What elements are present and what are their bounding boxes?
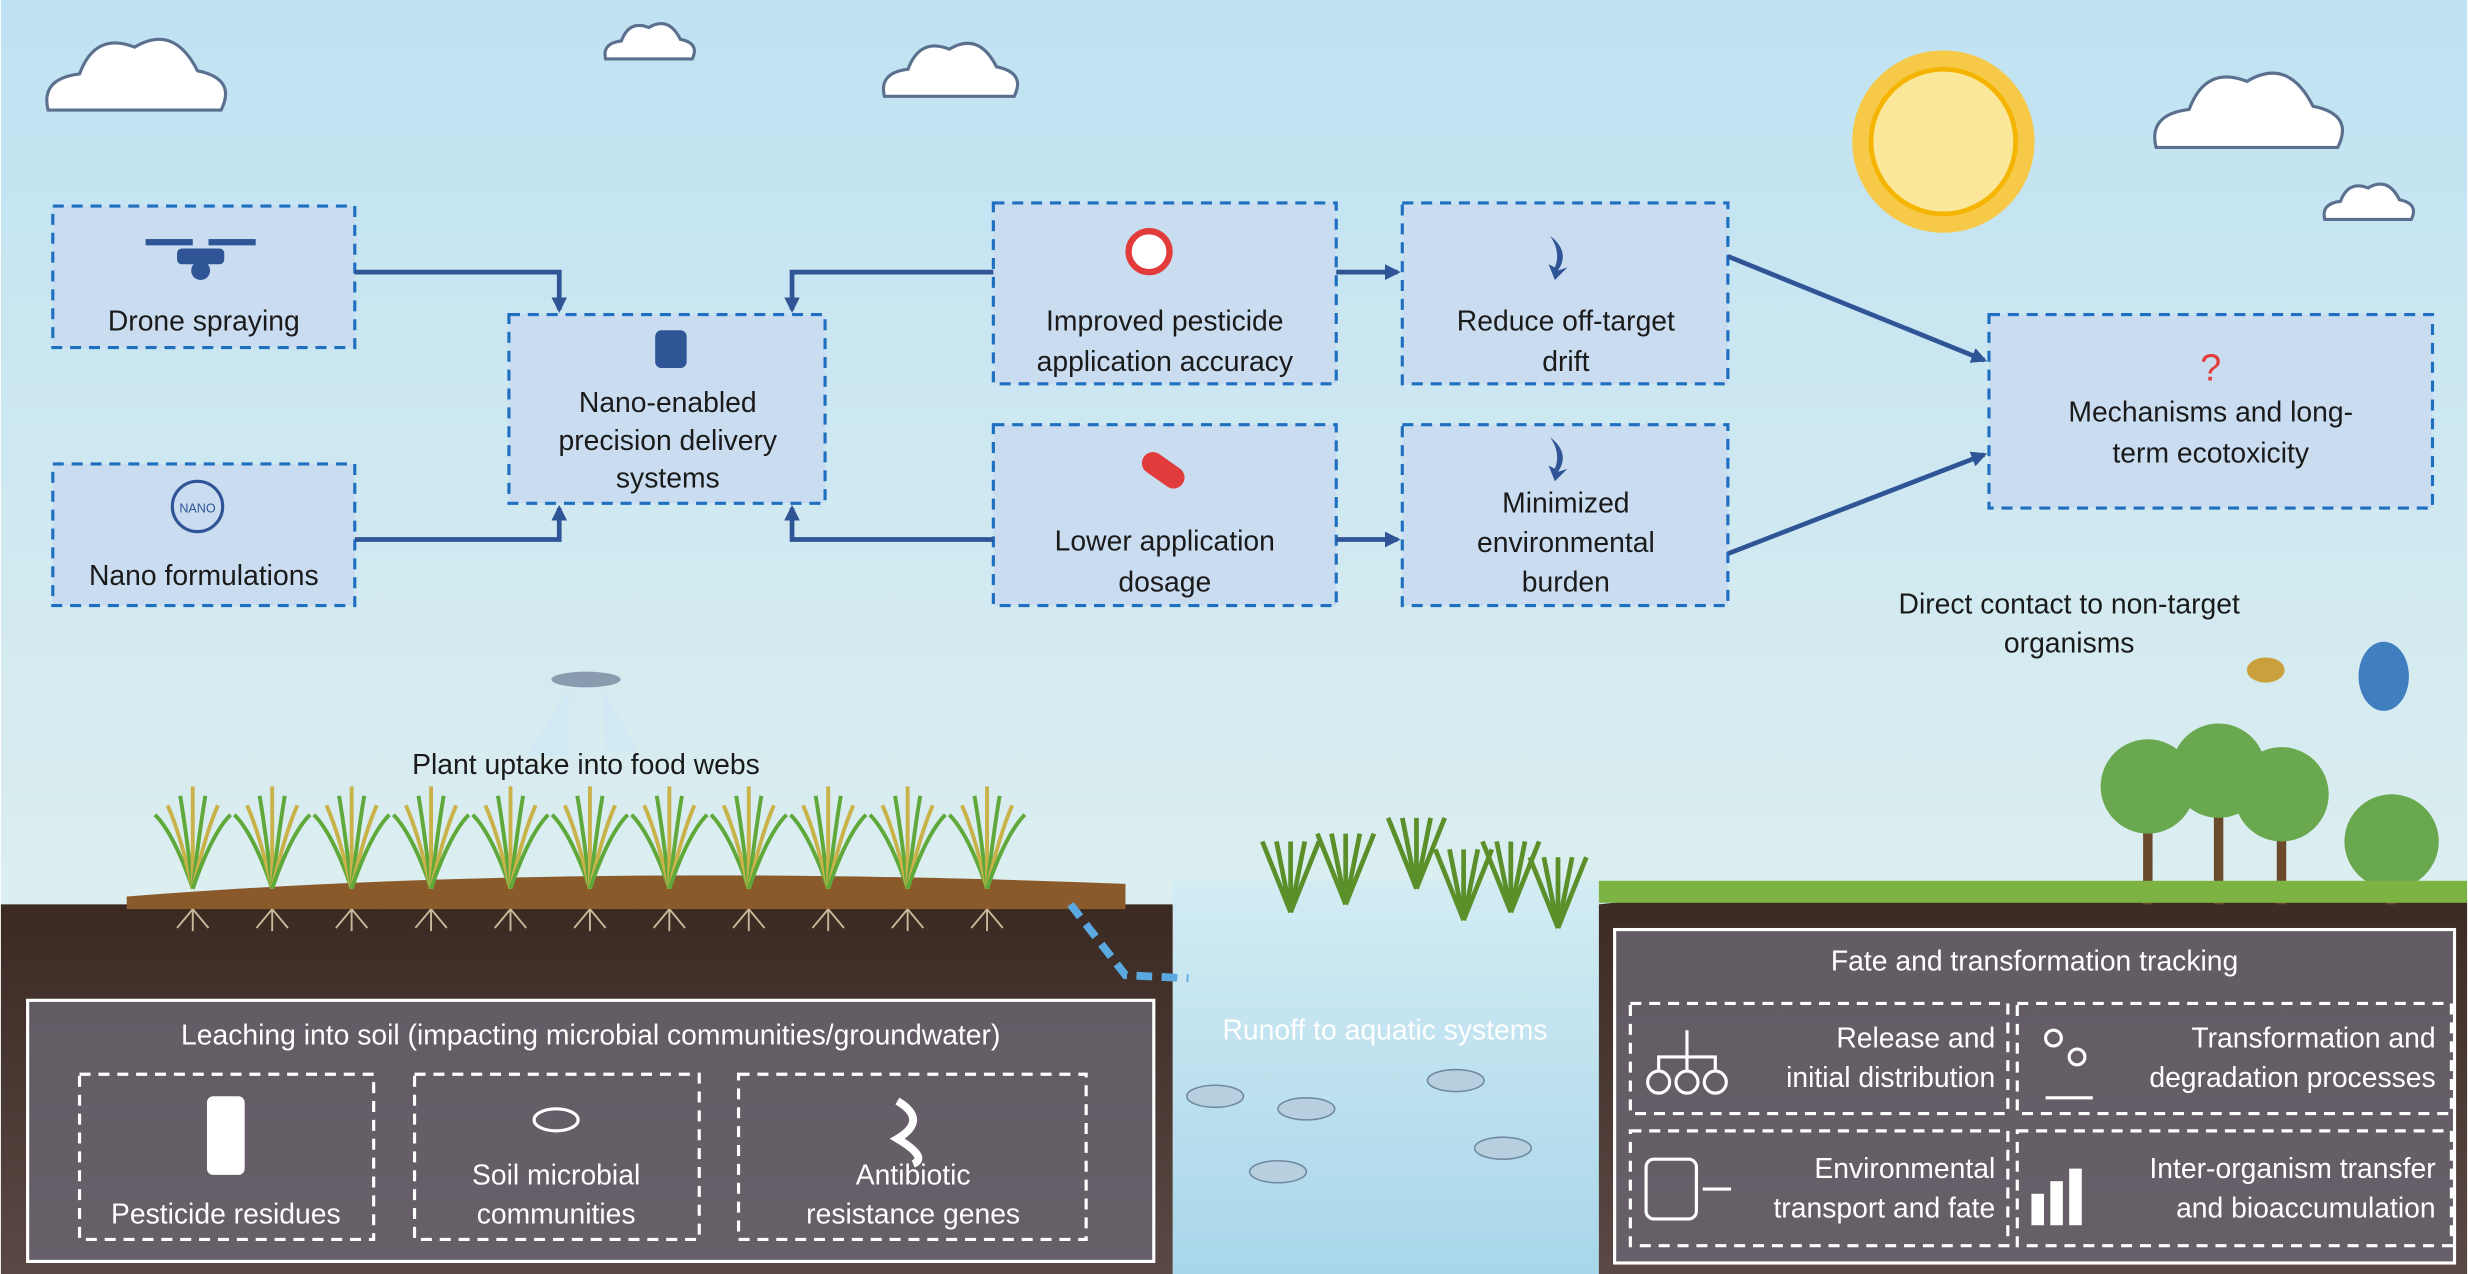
bee [2247,657,2285,682]
node-label: Nano formulations [89,559,319,591]
line: and bioaccumulation [2176,1191,2436,1223]
diagram: Drone spraying NANO Nano formulations Na… [0,0,2468,1274]
line: Direct contact to non-target [1899,587,2240,619]
line: Minimized [1502,487,1629,519]
node-label: Drone spraying [108,304,300,336]
panel-title: Fate and transformation tracking [1831,944,2238,976]
line: Improved pesticide [1046,304,1284,336]
target-icon [1129,231,1170,272]
line: Mechanisms and long- [2068,396,2353,428]
icon-label: NANO [179,502,216,516]
line: Environmental [1814,1152,1995,1184]
panel-title: Leaching into soil (impacting microbial … [181,1018,1000,1050]
line: Release and [1836,1022,1995,1054]
line: Reduce off-target [1457,304,1675,336]
line: degradation processes [2149,1061,2435,1093]
line: Inter-organism transfer [2149,1152,2435,1184]
line: drift [1542,345,1589,377]
line: communities [477,1198,636,1230]
line: environmental [1477,526,1655,558]
line: organisms [2004,627,2135,659]
line: Soil microbial [472,1158,640,1190]
bird [2359,642,2409,711]
line: systems [616,462,720,494]
line: transport and fate [1773,1191,1995,1223]
sun [1852,50,2034,232]
line: dosage [1118,565,1211,597]
line: initial distribution [1786,1061,1995,1093]
drone [551,672,620,688]
grass [1599,881,2467,903]
bottle-icon [207,1096,245,1175]
robot-icon [655,330,686,368]
annotation: Plant uptake into food webs [412,748,760,780]
icon-label: ? [2200,347,2221,389]
fish [1187,1085,1244,1107]
line: application accuracy [1037,345,1294,377]
fish [1250,1161,1307,1183]
fish [1427,1070,1484,1092]
line: Antibiotic [856,1158,971,1190]
line: Transformation and [2191,1022,2435,1054]
tree-crown [2344,794,2438,888]
line: precision delivery [558,424,777,456]
fish [1278,1098,1335,1120]
line: resistance genes [806,1198,1020,1230]
line: burden [1522,565,1610,597]
annotation: Runoff to aquatic systems [1222,1014,1547,1046]
line: term ecotoxicity [2112,436,2309,468]
fish [1475,1137,1532,1159]
item-label: Pesticide residues [111,1198,341,1230]
tree-crown [2234,747,2328,841]
water [1173,881,1613,1274]
line: Nano-enabled [579,386,757,418]
line: Lower application [1055,524,1275,556]
